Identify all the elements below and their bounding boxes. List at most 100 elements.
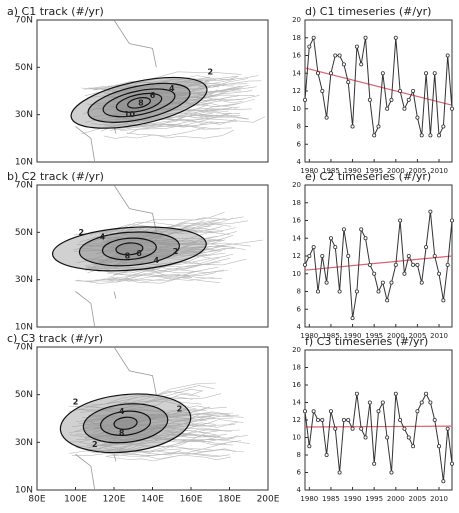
x-tick-label: 2010 xyxy=(430,332,448,340)
point xyxy=(424,245,429,250)
contour xyxy=(70,76,208,129)
point xyxy=(363,35,368,40)
point xyxy=(449,106,454,111)
point xyxy=(367,400,372,405)
track-line xyxy=(115,243,251,256)
track-line xyxy=(107,275,221,283)
track-line xyxy=(75,433,190,448)
track-line xyxy=(94,427,222,439)
tracks xyxy=(51,185,263,327)
point xyxy=(363,435,368,440)
y-tick-label: 8 xyxy=(297,288,301,296)
point xyxy=(324,280,329,285)
point xyxy=(307,253,312,258)
point xyxy=(445,426,450,431)
contour xyxy=(113,416,138,430)
point xyxy=(432,253,437,258)
track-line xyxy=(123,105,252,111)
track-line xyxy=(109,103,240,117)
y-tick-label: 8 xyxy=(297,451,301,459)
track-line xyxy=(87,414,220,422)
track-line xyxy=(96,419,205,437)
track-line xyxy=(88,248,211,263)
x-tick-label: 2010 xyxy=(430,495,448,503)
panel-title: c) C3 track (#/yr) xyxy=(7,332,103,345)
point xyxy=(402,106,407,111)
track-line xyxy=(110,275,223,281)
point xyxy=(441,298,446,303)
x-tick-label: 1980 xyxy=(300,167,318,175)
point xyxy=(311,409,316,414)
point xyxy=(307,44,312,49)
y-tick-label: 8 xyxy=(297,123,301,131)
track-line xyxy=(74,240,198,254)
point xyxy=(320,417,325,422)
y-tick-label: 10N xyxy=(15,486,33,496)
contour xyxy=(102,88,176,118)
point xyxy=(320,89,325,94)
track-line xyxy=(83,420,208,429)
y-tick-label: 20 xyxy=(292,181,301,189)
x-tick-label: 2000 xyxy=(387,167,405,175)
track-line xyxy=(81,113,213,135)
point xyxy=(393,35,398,40)
point xyxy=(437,133,442,138)
track-line xyxy=(113,220,249,235)
point xyxy=(359,62,364,67)
point xyxy=(372,461,377,466)
point xyxy=(346,80,351,85)
point xyxy=(441,479,446,484)
y-tick-label: 50N xyxy=(15,228,33,238)
track-line xyxy=(121,111,241,123)
point xyxy=(393,391,398,396)
point xyxy=(328,409,333,414)
point xyxy=(376,289,381,294)
track-line xyxy=(103,427,205,434)
point xyxy=(315,71,320,76)
track-line xyxy=(85,388,203,409)
y-tick-label: 18 xyxy=(292,34,301,42)
point xyxy=(389,97,394,102)
point xyxy=(398,417,403,422)
track-line xyxy=(93,90,221,105)
point xyxy=(315,417,320,422)
track-line xyxy=(101,221,219,233)
y-tick-label: 30N xyxy=(15,438,33,448)
y-tick-label: 18 xyxy=(292,199,301,207)
y-tick-label: 4 xyxy=(297,323,302,331)
contour-label: 8 xyxy=(125,252,131,261)
point xyxy=(367,262,372,267)
track-line xyxy=(115,227,237,242)
plot-frame xyxy=(304,349,453,491)
point xyxy=(406,253,411,258)
point xyxy=(333,245,338,250)
track-line xyxy=(81,226,222,247)
track-line xyxy=(80,247,206,253)
point xyxy=(367,97,372,102)
track-line xyxy=(88,247,209,269)
point xyxy=(320,253,325,258)
y-tick-label: 6 xyxy=(297,140,302,148)
y-tick-label: 20 xyxy=(292,16,301,24)
x-tick-label: 1985 xyxy=(322,167,340,175)
contour-label: 10 xyxy=(124,110,136,119)
y-tick-label: 70N xyxy=(15,343,33,353)
x-tick-label: 1985 xyxy=(322,495,340,503)
y-tick-label: 10N xyxy=(15,323,33,333)
y-tick-label: 10 xyxy=(292,105,301,113)
contour xyxy=(101,237,157,261)
point xyxy=(449,218,454,223)
contour-label: 6 xyxy=(136,249,142,258)
point xyxy=(406,435,411,440)
contour-label: 4 xyxy=(100,233,106,242)
contour-label: 4 xyxy=(119,407,125,416)
panel-title: f) C3 timeseries (#/yr) xyxy=(305,335,428,348)
track-line xyxy=(91,104,208,118)
panel-title: a) C1 track (#/yr) xyxy=(7,5,104,18)
contour xyxy=(87,82,191,123)
track-line xyxy=(98,249,218,263)
point xyxy=(419,133,424,138)
x-tick-label: 2000 xyxy=(387,332,405,340)
point xyxy=(315,289,320,294)
